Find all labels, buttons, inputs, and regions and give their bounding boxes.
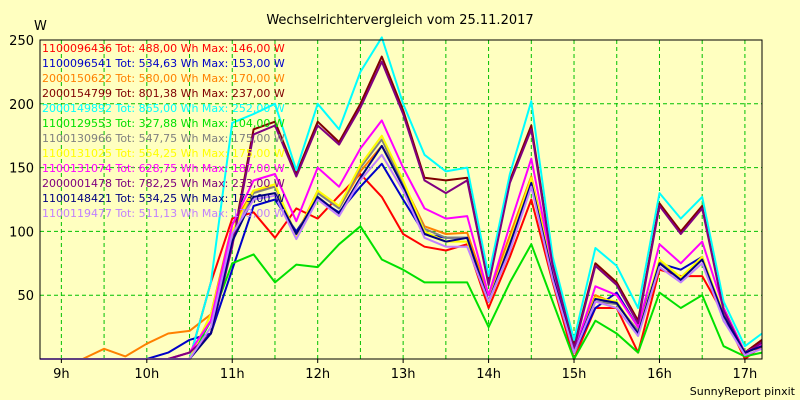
legend-entry-11: 1100148421 Tot: 534,25 Wh Max: 173,00 W	[42, 192, 285, 205]
legend-entry-1: 1100096436 Tot: 488,00 Wh Max: 146,00 W	[42, 42, 285, 55]
x-tick-label: 14h	[476, 367, 501, 382]
legend: 1100096436 Tot: 488,00 Wh Max: 146,00 W 1…	[42, 42, 285, 220]
legend-entry-6: 1100129553 Tot: 327,88 Wh Max: 104,00 W	[42, 117, 285, 130]
legend-entry-7: 1100130966 Tot: 547,75 Wh Max: 175,00 W	[42, 132, 285, 145]
legend-entry-3: 2000150622 Tot: 580,00 Wh Max: 170,00 W	[42, 72, 285, 85]
legend-entry-2: 1100096541 Tot: 534,63 Wh Max: 153,00 W	[42, 57, 285, 70]
x-tick-label: 11h	[220, 367, 245, 382]
legend-entry-12: 1100119477 Tot: 511,13 Wh Max: 173,00 W	[42, 207, 285, 220]
x-tick-label: 13h	[391, 367, 416, 382]
legend-entry-8: 1100131025 Tot: 554,25 Wh Max: 175,00 W	[42, 147, 285, 160]
credit-text: SunnyReport pinxit	[690, 385, 796, 398]
y-tick-label: 200	[9, 98, 34, 113]
legend-entry-10: 2000001478 Tot: 782,25 Wh Max: 233,00 W	[42, 177, 285, 190]
y-tick-label: 150	[9, 162, 34, 177]
legend-entry-5: 2000149892 Tot: 865,00 Wh Max: 252,00 W	[42, 102, 285, 115]
plot-frame	[39, 39, 763, 360]
y-tick-label: 250	[9, 34, 34, 49]
y-tick-label: 100	[9, 225, 34, 240]
x-tick-label: 10h	[134, 367, 159, 382]
x-tick-label: 9h	[53, 367, 70, 382]
x-tick-label: 17h	[733, 367, 758, 382]
x-tick-label: 16h	[647, 367, 672, 382]
y-tick-label: 50	[17, 289, 34, 304]
x-tick-label: 15h	[562, 367, 587, 382]
y-axis-unit: W	[34, 19, 47, 34]
chart-title: Wechselrichtervergleich vom 25.11.2017	[266, 13, 533, 28]
x-tick-label: 12h	[305, 367, 330, 382]
y-axis-ticks: 50 100 150 200 250	[9, 34, 34, 304]
legend-entry-9: 1100131074 Tot: 628,75 Wh Max: 187,00 W	[42, 162, 285, 175]
legend-entry-4: 2000154799 Tot: 801,38 Wh Max: 237,00 W	[42, 87, 285, 100]
x-axis-ticks: 9h 10h 11h 12h 13h 14h 15h 16h 17h	[53, 359, 757, 382]
